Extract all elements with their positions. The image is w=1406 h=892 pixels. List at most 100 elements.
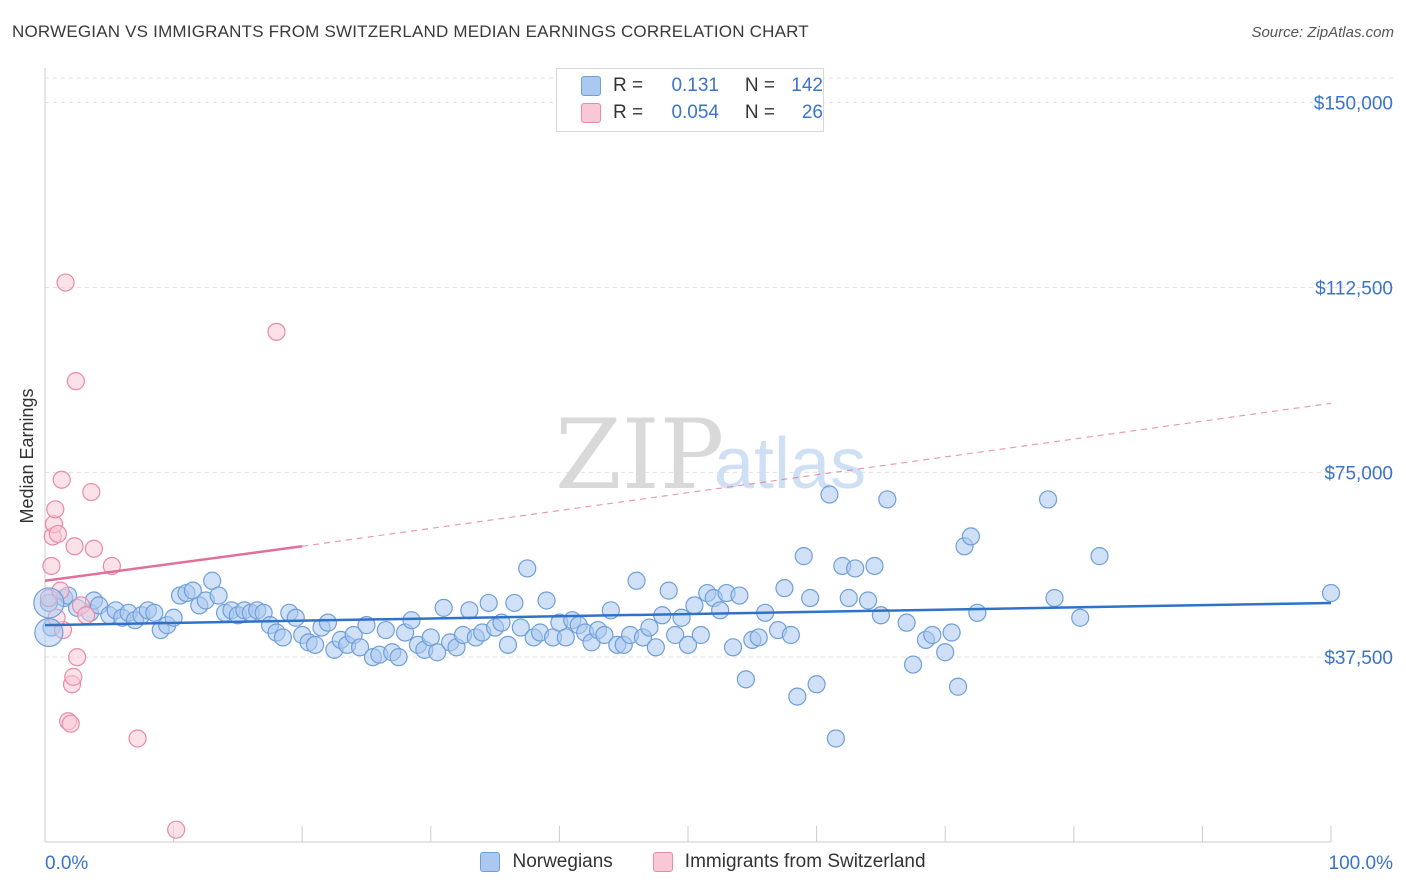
norwegians-point [788,687,807,706]
norwegians-point [736,670,755,689]
immigrants-point [42,556,61,576]
immigrants-point [66,372,85,391]
norwegians-point [936,643,955,662]
norwegians-point [318,613,338,632]
legend-swatch-norwegians [581,76,601,96]
immigrants-point [82,482,101,502]
data-points [33,273,1341,839]
y-axis-label: Median Earnings [17,388,37,523]
watermark: ZIP atlas [555,399,866,511]
legend-label-norwegians: Norwegians [512,851,613,872]
y-tick-labels: $37,500 $75,000 $112,500 $150,000 [1314,94,1393,670]
norwegians-point [209,586,228,605]
norwegians-point [460,601,479,620]
norwegians-point [376,620,395,640]
norwegians-point [556,628,575,647]
norwegians-point [537,591,556,610]
immigrants-point [61,714,80,733]
gridlines [45,77,1395,658]
legend-n-value: 142 [791,75,823,96]
series-legend: Norwegians Immigrants from Switzerland [0,851,1406,873]
legend-n-label: N = [744,102,775,123]
norwegians-point [807,675,826,694]
legend-r-value: 0.131 [671,75,719,96]
norwegians-point [685,596,704,615]
immigrants-point [65,537,84,556]
legend-row-norwegians: R = 0.131 N = 142 [581,73,823,99]
immigrants-point [64,667,83,686]
norwegians-point [691,625,710,645]
norwegians-point [961,527,981,546]
watermark-atlas: atlas [714,424,866,504]
immigrants-point [267,322,286,341]
norwegians-point [730,586,749,605]
legend-label-immigrants: Immigrants from Switzerland [684,851,926,872]
norwegians-point [1045,588,1064,608]
norwegians-point [678,635,698,654]
legend-swatch-immigrants [652,852,673,872]
norwegians-point [145,603,164,622]
norwegians-point [897,613,916,632]
watermark-zip: ZIP [555,399,724,511]
source-label: Source: ZipAtlas.com [1251,24,1394,41]
y-tick-label: $112,500 [1315,278,1393,299]
norwegians-point [846,559,865,578]
norwegians-point [826,729,845,748]
norwegians-point [820,485,839,504]
legend-item-norwegians: Norwegians [480,851,613,873]
norwegians-point [273,628,293,647]
legend-r-label: R = [613,75,644,96]
norwegians-point [518,559,537,578]
trend-lines [44,402,1332,627]
immigrants-point [84,539,103,558]
norwegians-point [434,598,453,617]
norwegians-point [948,677,968,696]
norwegians-point [1071,608,1090,627]
norwegians-point [646,638,665,657]
norwegians-point [878,490,897,509]
norwegians-trend-line [44,601,1332,627]
norwegians-point [402,611,421,630]
norwegians-point [794,547,813,566]
norwegians-point [1090,547,1109,566]
stats-legend: R = 0.131 N = 142 R = 0.054 N = 26 [556,68,824,132]
immigrants-point [128,729,147,748]
x-tick-label-min: 0.0% [45,853,88,874]
norwegians-point [711,601,730,620]
norwegians-point [775,579,794,598]
norwegians-point [942,623,961,642]
x-tick-labels: 0.0% 100.0% [45,853,1393,874]
x-tick-label-max: 100.0% [1329,853,1394,874]
legend-item-immigrants: Immigrants from Switzerland [652,851,926,873]
norwegians-point [428,643,447,662]
norwegians-point [286,608,305,627]
immigrants-point [46,500,65,519]
immigrants-trend-extension [302,402,1332,547]
norwegians-point [749,628,768,647]
norwegians-point [350,638,370,657]
norwegians-point [34,617,64,648]
norwegians-point [871,606,891,625]
norwegians-point [801,588,820,608]
immigrants-point [56,273,75,292]
y-tick-label: $150,000 [1314,94,1393,115]
immigrants-point [167,820,186,839]
norwegians-point [865,556,884,576]
norwegians-point [505,593,524,613]
y-tick-label: $37,500 [1324,648,1393,669]
axes [44,68,1332,843]
norwegians-point [839,588,858,608]
norwegians-point [781,625,800,645]
chart-title: NORWEGIAN VS IMMIGRANTS FROM SWITZERLAND… [12,22,809,41]
legend-swatch-immigrants [581,103,601,123]
norwegians-point [1038,490,1058,509]
immigrants-point [48,524,67,544]
norwegians-point [305,635,325,654]
legend-row-immigrants: R = 0.054 N = 26 [581,100,823,126]
legend-r-label: R = [613,102,644,123]
norwegians-point [723,638,743,657]
norwegians-point [1321,583,1341,603]
norwegians-point [923,625,942,645]
norwegians-point [498,635,518,654]
norwegians-point [511,618,530,637]
